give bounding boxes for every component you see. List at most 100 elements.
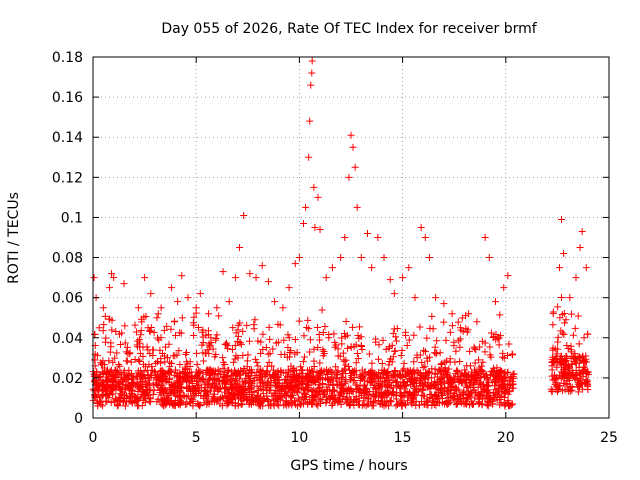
data-point [90,387,98,395]
data-point [99,357,107,365]
data-point [157,391,165,399]
data-point [356,382,364,390]
data-point [231,274,239,282]
data-point [471,394,479,402]
data-point [259,330,267,338]
data-point [221,340,229,348]
data-point [466,401,474,409]
data-point [453,367,461,375]
data-point [583,378,591,386]
data-point [291,374,299,382]
data-point [134,337,142,345]
data-point [456,324,464,332]
data-point [306,336,314,344]
data-point [128,386,136,394]
data-point [416,369,424,377]
data-point [196,290,204,298]
data-point [418,380,426,388]
data-point [291,336,299,344]
data-point [374,397,382,405]
data-point [575,340,583,348]
data-point [267,400,275,408]
data-point [290,364,298,372]
data-point [459,328,467,336]
data-point [451,393,459,401]
data-point [274,376,282,384]
data-point [145,327,153,335]
data-point [364,229,372,237]
data-point [497,385,505,393]
data-point [410,366,418,374]
data-point [105,357,113,365]
data-point [266,401,274,409]
y-axis-label: ROTI / TECUs [6,192,22,284]
data-point [355,334,363,342]
data-point [161,343,169,351]
data-point [446,328,454,336]
data-point [244,383,252,391]
data-point [301,395,309,403]
data-point [107,398,115,406]
data-point [410,384,418,392]
data-point [295,317,303,325]
y-axis-ticks: 0 0.02 0.04 0.06 0.08 0.1 0.12 0.14 0.16 0.18 [52,50,609,427]
data-point [141,395,149,403]
data-point [262,344,270,352]
x-tick-label: 20 [497,430,515,446]
data-point [418,359,426,367]
data-point [447,375,455,383]
data-point [347,131,355,139]
data-point [257,338,265,346]
data-point [489,388,497,396]
data-point [500,370,508,378]
data-point [405,336,413,344]
data-point [563,342,571,350]
data-point [456,335,464,343]
data-point [349,368,357,376]
data-point [172,331,180,339]
data-point [416,323,424,331]
data-point [299,369,307,377]
data-point [91,330,99,338]
data-point [178,314,186,322]
data-point [250,398,258,406]
data-point [471,370,479,378]
data-point [334,345,342,353]
data-point [377,389,385,397]
data-point [554,345,562,353]
data-point [462,400,470,408]
data-point [207,334,215,342]
data-point [159,367,167,375]
data-point [218,393,226,401]
data-point [369,398,377,406]
data-point [567,342,575,350]
data-point [409,376,417,384]
data-point [385,361,393,369]
data-point [299,400,307,408]
data-point [397,352,405,360]
data-point [417,223,425,231]
data-point [568,386,576,394]
data-point [104,376,112,384]
data-point [246,270,254,278]
data-point [199,326,207,334]
data-point [309,395,317,403]
data-point [146,350,154,358]
data-point [569,331,577,339]
data-point [496,311,504,319]
data-point [403,342,411,350]
data-point [153,314,161,322]
data-point [310,397,318,405]
data-point [430,381,438,389]
data-point [258,262,266,270]
data-point [318,306,326,314]
data-point [385,344,393,352]
data-point [505,388,513,396]
data-point [379,336,387,344]
data-point [347,396,355,404]
data-point [245,372,253,380]
data-point [494,371,502,379]
data-point [388,358,396,366]
data-point [170,402,178,410]
data-point [398,399,406,407]
